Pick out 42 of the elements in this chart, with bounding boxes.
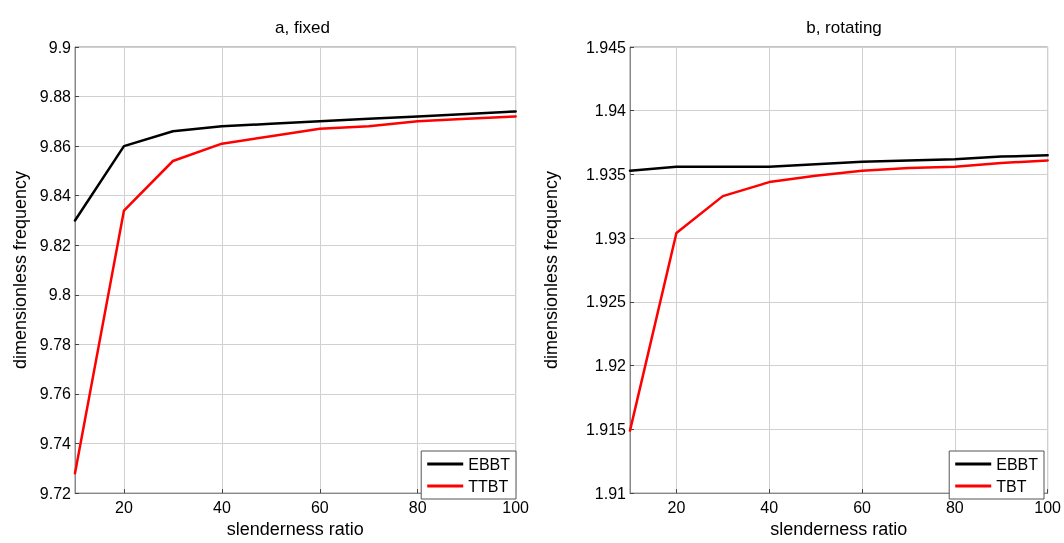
x-tick-label: 80 [408, 498, 427, 516]
y-tick-label: 9.76 [39, 385, 72, 403]
y-tick-label: 1.915 [585, 420, 627, 438]
x-tick-label: 40 [760, 498, 779, 516]
legend-label: TTBT [468, 477, 509, 495]
x-tick-label: 100 [1034, 498, 1062, 516]
y-axis-title: dimensionless frequency [9, 171, 30, 370]
y-tick-label: 1.92 [594, 357, 627, 375]
legend-label: TBT [996, 477, 1027, 495]
line-series [73, 110, 517, 222]
y-tick-label: 9.78 [39, 335, 72, 353]
y-tick-label: 1.945 [585, 38, 627, 56]
y-tick-label: 9.9 [48, 38, 72, 56]
x-axis-title: slenderness ratio [226, 519, 364, 539]
y-tick-label: 1.935 [585, 165, 627, 183]
legend-label: EBBT [468, 455, 511, 473]
legend-label: EBBT [996, 455, 1039, 473]
x-axis-title: slenderness ratio [770, 519, 908, 539]
x-tick-label: 80 [945, 498, 964, 516]
x-tick-label: 60 [853, 498, 872, 516]
x-tick-label: 40 [212, 498, 231, 516]
x-tick-label: 20 [115, 498, 133, 516]
x-tick-label: 60 [310, 498, 329, 516]
line-series [628, 159, 1049, 432]
y-tick-label: 1.925 [585, 293, 627, 311]
chart-title: b, rotating [806, 18, 882, 37]
chart-title: a, fixed [275, 18, 330, 37]
y-tick-label: 9.74 [39, 435, 72, 453]
y-tick-label: 1.94 [594, 102, 627, 120]
y-tick-label: 9.8 [48, 286, 72, 304]
y-tick-label: 9.82 [39, 236, 72, 254]
x-tick-label: 100 [502, 498, 530, 516]
line-series [628, 154, 1049, 172]
y-tick-label: 9.86 [39, 137, 72, 155]
line-series [73, 115, 517, 475]
y-axis-title: dimensionless frequency [541, 171, 561, 370]
x-tick-label: 20 [667, 498, 686, 516]
y-tick-label: 9.84 [39, 187, 72, 205]
y-tick-label: 1.93 [594, 229, 627, 247]
y-tick-label: 1.91 [594, 484, 627, 502]
y-tick-label: 9.88 [39, 88, 72, 106]
y-tick-label: 9.72 [39, 484, 72, 502]
